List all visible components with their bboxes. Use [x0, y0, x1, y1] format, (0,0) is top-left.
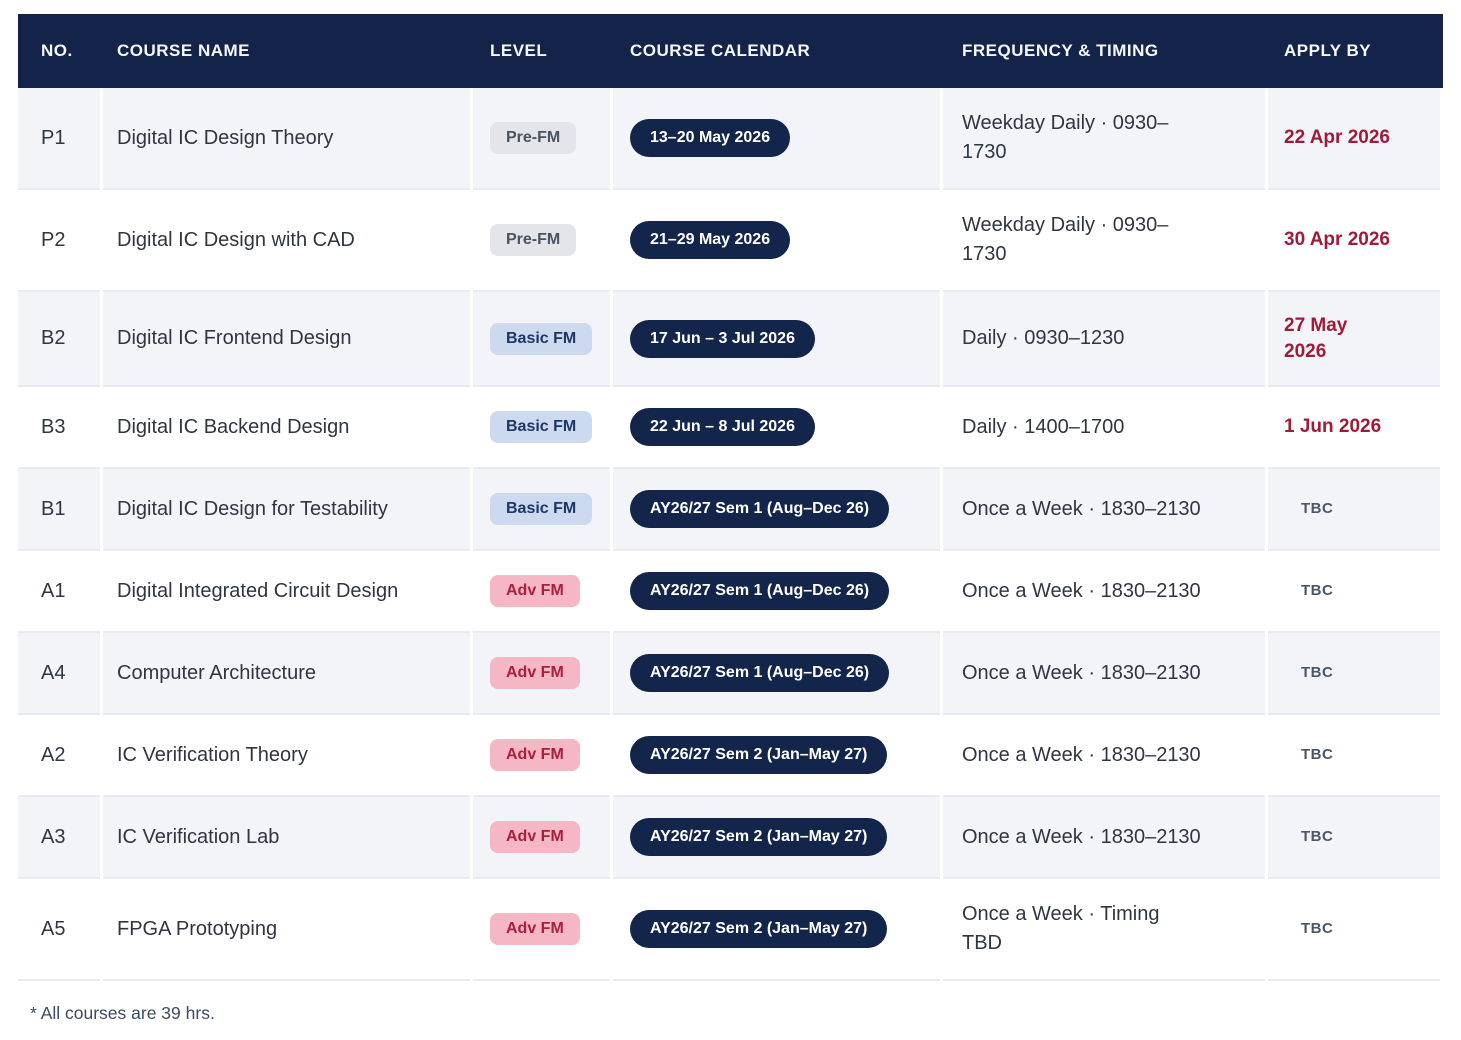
- frequency-timing: Once a Week · 1830–2130: [962, 743, 1201, 766]
- level-badge: Adv FM: [490, 739, 580, 772]
- course-name: Digital Integrated Circuit Design: [117, 579, 399, 602]
- course-no: B3: [41, 415, 66, 438]
- course-name: Digital IC Design Theory: [117, 126, 334, 149]
- page: { "table": { "columns": ["NO.", "COURSE …: [0, 14, 1461, 1040]
- course-name: Digital IC Frontend Design: [117, 327, 352, 350]
- course-name: IC Verification Theory: [117, 743, 308, 766]
- course-name: IC Verification Lab: [117, 825, 280, 848]
- frequency-timing: Once a Week · 1830–2130: [962, 497, 1201, 520]
- footnote: * All courses are 39 hrs.: [30, 1003, 215, 1024]
- table-row: B2 Digital IC Frontend Design Basic FM 1…: [18, 292, 1443, 388]
- calendar-pill: AY26/27 Sem 2 (Jan–May 27): [630, 910, 888, 949]
- apply-by: TBC: [1301, 582, 1334, 600]
- calendar-pill: 13–20 May 2026: [630, 119, 791, 157]
- frequency-timing: Once a Week · 1830–2130: [962, 661, 1201, 684]
- table-body: P1 Digital IC Design Theory Pre-FM 13–20…: [18, 88, 1443, 982]
- course-no: P1: [41, 126, 66, 149]
- table-row: P1 Digital IC Design Theory Pre-FM 13–20…: [18, 88, 1443, 190]
- level-badge: Adv FM: [490, 657, 580, 690]
- table-row: A3 IC Verification Lab Adv FM AY26/27 Se…: [18, 797, 1443, 880]
- level-badge: Adv FM: [490, 821, 580, 854]
- apply-by: 27 May 2026: [1284, 315, 1348, 362]
- apply-by: TBC: [1301, 828, 1334, 846]
- course-no: A5: [41, 917, 66, 940]
- level-badge: Pre-FM: [490, 224, 577, 256]
- column-header-course-name: COURSE NAME: [117, 41, 251, 60]
- course-name: FPGA Prototyping: [117, 917, 278, 940]
- level-badge: Pre-FM: [490, 122, 577, 154]
- course-no: A2: [41, 743, 66, 766]
- table-row: P2 Digital IC Design with CAD Pre-FM 21–…: [18, 190, 1443, 292]
- course-no: A4: [41, 661, 66, 684]
- level-badge: Basic FM: [490, 493, 593, 526]
- column-header-frequency-timing: FREQUENCY & TIMING: [962, 41, 1159, 60]
- course-name: Computer Architecture: [117, 661, 316, 684]
- apply-by: 30 Apr 2026: [1284, 229, 1390, 251]
- course-name: Digital IC Backend Design: [117, 415, 350, 438]
- table-header-row: NO. COURSE NAME LEVEL COURSE CALENDAR FR…: [18, 14, 1443, 88]
- table-row: A5 FPGA Prototyping Adv FM AY26/27 Sem 2…: [18, 879, 1443, 982]
- calendar-pill: 22 Jun – 8 Jul 2026: [630, 408, 815, 447]
- course-no: P2: [41, 228, 66, 251]
- calendar-pill: AY26/27 Sem 2 (Jan–May 27): [630, 818, 888, 857]
- apply-by: 22 Apr 2026: [1284, 127, 1390, 149]
- course-name: Digital IC Design for Testability: [117, 497, 388, 520]
- course-no: A1: [41, 579, 66, 602]
- level-badge: Adv FM: [490, 575, 580, 608]
- table-row: B1 Digital IC Design for Testability Bas…: [18, 469, 1443, 552]
- apply-by: 1 Jun 2026: [1284, 416, 1382, 438]
- apply-by: TBC: [1301, 664, 1334, 682]
- column-header-course-calendar: COURSE CALENDAR: [630, 41, 811, 60]
- table-row: B3 Digital IC Backend Design Basic FM 22…: [18, 387, 1443, 470]
- calendar-pill: AY26/27 Sem 2 (Jan–May 27): [630, 736, 888, 775]
- frequency-timing: Daily · 0930–1230: [962, 327, 1125, 350]
- frequency-timing: Once a Week · 1830–2130: [962, 825, 1201, 848]
- course-no: B1: [41, 497, 66, 520]
- frequency-timing: Once a Week · Timing TBD: [962, 903, 1160, 955]
- column-header-level: LEVEL: [490, 41, 548, 60]
- calendar-pill: 17 Jun – 3 Jul 2026: [630, 319, 815, 358]
- level-badge: Basic FM: [490, 411, 593, 444]
- frequency-timing: Weekday Daily · 0930–1730: [962, 112, 1169, 163]
- table-row: A4 Computer Architecture Adv FM AY26/27 …: [18, 633, 1443, 716]
- frequency-timing: Daily · 1400–1700: [962, 415, 1125, 438]
- apply-by: TBC: [1301, 500, 1334, 518]
- course-no: A3: [41, 825, 66, 848]
- calendar-pill: AY26/27 Sem 1 (Aug–Dec 26): [630, 654, 890, 693]
- level-badge: Basic FM: [490, 322, 593, 355]
- course-schedule-table: NO. COURSE NAME LEVEL COURSE CALENDAR FR…: [18, 14, 1443, 982]
- calendar-pill: AY26/27 Sem 1 (Aug–Dec 26): [630, 572, 890, 611]
- frequency-timing: Once a Week · 1830–2130: [962, 579, 1201, 602]
- frequency-timing: Weekday Daily · 0930–1730: [962, 214, 1169, 265]
- table-row: A2 IC Verification Theory Adv FM AY26/27…: [18, 715, 1443, 798]
- calendar-pill: AY26/27 Sem 1 (Aug–Dec 26): [630, 490, 890, 529]
- apply-by: TBC: [1301, 920, 1334, 938]
- apply-by: TBC: [1301, 746, 1334, 764]
- column-header-no: NO.: [41, 41, 73, 60]
- course-name: Digital IC Design with CAD: [117, 228, 355, 251]
- calendar-pill: 21–29 May 2026: [630, 221, 791, 259]
- table-row: A1 Digital Integrated Circuit Design Adv…: [18, 551, 1443, 634]
- column-header-apply-by: APPLY BY: [1284, 41, 1372, 60]
- course-no: B2: [41, 327, 66, 350]
- level-badge: Adv FM: [490, 913, 580, 946]
